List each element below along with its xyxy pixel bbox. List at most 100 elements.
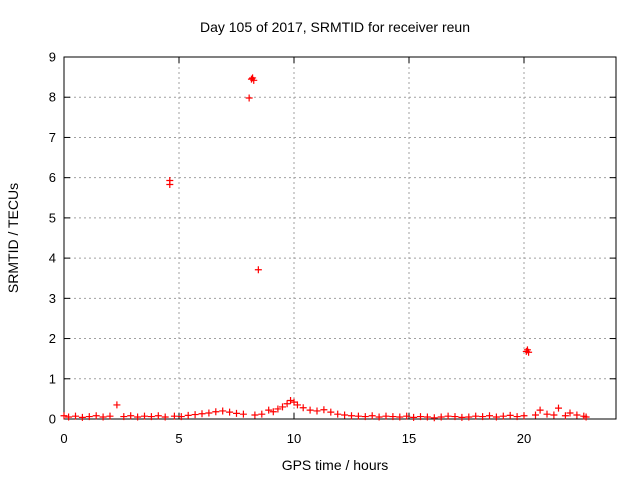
y-axis-label: SRMTID / TECUs	[5, 183, 21, 293]
data-point	[437, 413, 445, 421]
data-point	[348, 412, 355, 420]
data-point	[205, 409, 213, 417]
data-point	[479, 413, 487, 421]
data-point	[147, 413, 155, 421]
data-point	[161, 413, 169, 421]
data-point	[106, 412, 114, 420]
data-point	[513, 413, 521, 421]
data-point	[60, 412, 68, 420]
data-point	[245, 94, 253, 102]
data-point	[520, 412, 528, 420]
data-point	[451, 413, 459, 421]
data-point	[361, 413, 369, 421]
data-point	[334, 410, 342, 418]
data-point	[233, 409, 240, 417]
data-point	[354, 412, 362, 420]
y-tick-label: 2	[49, 331, 56, 346]
data-point	[283, 400, 291, 408]
y-tick-label: 0	[49, 412, 56, 427]
data-point	[141, 412, 148, 420]
data-point	[506, 411, 514, 419]
chart-title: Day 105 of 2017, SRMTID for receiver reu…	[200, 19, 470, 35]
data-point	[465, 413, 473, 421]
data-point	[525, 348, 533, 356]
data-point	[85, 413, 93, 421]
data-point	[113, 401, 121, 409]
data-point	[306, 406, 314, 414]
data-points	[60, 74, 590, 422]
data-point	[320, 406, 328, 414]
data-point	[184, 411, 192, 419]
data-point	[269, 408, 277, 416]
data-point	[99, 413, 107, 421]
data-point	[299, 404, 307, 412]
data-point	[368, 412, 376, 420]
data-point	[389, 413, 397, 421]
y-tick-label: 6	[49, 170, 56, 185]
data-point	[555, 404, 562, 412]
data-point	[561, 412, 569, 420]
data-point	[65, 413, 73, 421]
data-point	[423, 413, 431, 421]
y-tick-label: 3	[49, 291, 56, 306]
data-point	[274, 405, 282, 413]
ticks: 0 5 10 15 20 0 1 2 3 4 5 6 7 8 9	[49, 50, 616, 446]
data-point	[313, 407, 321, 415]
data-point	[403, 412, 411, 420]
y-tick-label: 5	[49, 210, 56, 225]
data-point	[410, 413, 418, 421]
data-point	[582, 413, 590, 421]
y-tick-label: 4	[49, 251, 56, 266]
x-tick-label: 5	[175, 431, 182, 446]
data-point	[226, 408, 234, 416]
data-point	[532, 411, 539, 419]
data-point	[254, 266, 262, 274]
x-axis-label: GPS time / hours	[282, 457, 389, 473]
data-point	[92, 412, 100, 420]
data-point	[120, 413, 128, 421]
data-point	[258, 410, 266, 418]
y-tick-label: 1	[49, 371, 56, 386]
data-point	[249, 74, 257, 82]
y-tick-label: 8	[49, 90, 56, 105]
data-point	[382, 412, 390, 420]
data-point	[458, 413, 466, 421]
data-point	[293, 401, 301, 409]
x-tick-label: 10	[287, 431, 301, 446]
data-point	[341, 411, 349, 419]
x-tick-label: 20	[517, 431, 531, 446]
data-point	[536, 406, 544, 414]
data-point	[279, 403, 286, 411]
data-point	[499, 412, 507, 420]
data-point	[430, 414, 438, 422]
data-point	[212, 408, 220, 416]
data-point	[134, 413, 142, 421]
data-point	[417, 413, 424, 421]
y-tick-label: 7	[49, 130, 56, 145]
data-point	[198, 410, 206, 418]
data-point	[72, 412, 79, 420]
data-point	[550, 411, 558, 419]
grid	[64, 57, 616, 419]
plot-frame	[63, 56, 617, 420]
data-point	[486, 412, 493, 420]
data-point	[444, 412, 452, 420]
x-tick-label: 0	[60, 431, 67, 446]
x-tick-label: 15	[402, 431, 416, 446]
data-point	[396, 413, 404, 421]
data-point	[177, 413, 185, 421]
data-point	[219, 407, 227, 415]
data-point	[265, 406, 273, 414]
data-point	[127, 412, 135, 420]
data-point	[166, 181, 174, 189]
data-point	[78, 413, 86, 421]
data-point	[327, 408, 335, 416]
data-point	[170, 412, 178, 420]
y-tick-label: 9	[49, 50, 56, 65]
data-point	[287, 396, 295, 404]
data-point	[251, 411, 259, 419]
data-point	[472, 412, 480, 420]
data-point	[492, 413, 500, 421]
data-point	[566, 409, 574, 417]
